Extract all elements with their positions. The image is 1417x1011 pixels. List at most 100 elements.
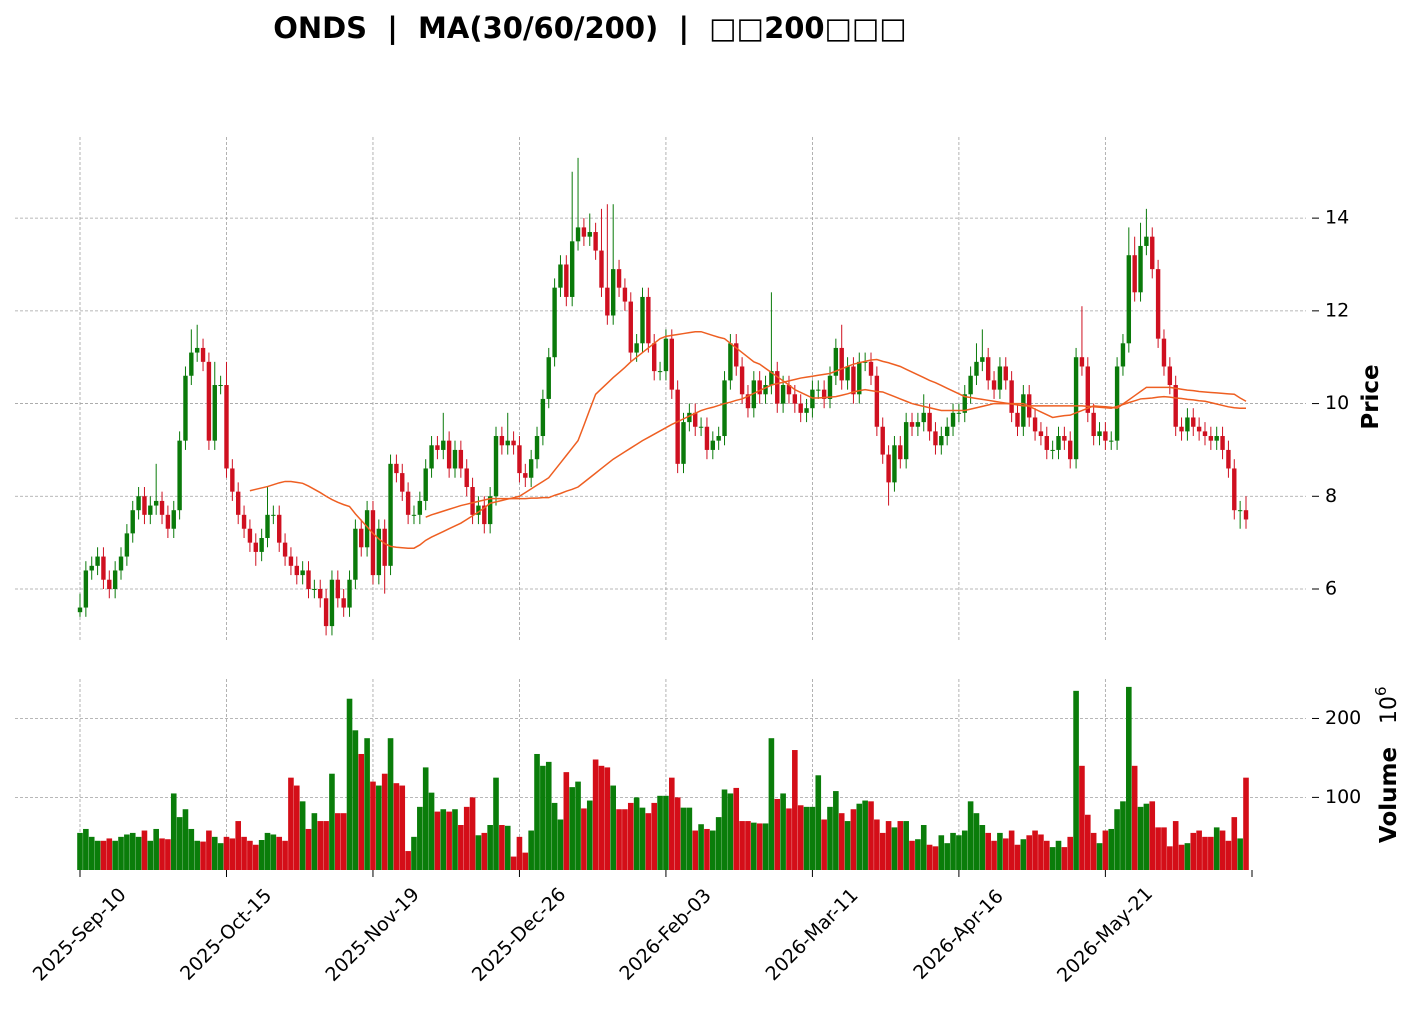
volume-bar bbox=[838, 813, 845, 870]
volume-bar bbox=[639, 807, 646, 870]
candle-body bbox=[394, 463, 399, 474]
candle-body bbox=[1191, 417, 1196, 427]
candle-body bbox=[183, 375, 188, 441]
candle-body bbox=[359, 528, 364, 548]
candle-body bbox=[950, 412, 956, 427]
volume-bar bbox=[458, 825, 464, 870]
volume-bar bbox=[856, 803, 863, 870]
candle-body bbox=[1196, 426, 1202, 432]
axis-offset: 106 bbox=[1372, 686, 1402, 724]
volume-bar bbox=[1020, 839, 1027, 870]
volume-bar bbox=[551, 802, 558, 870]
candle-body bbox=[200, 347, 206, 362]
x-tick-label: 2026-Apr-16 bbox=[909, 885, 1008, 984]
volume-bar bbox=[797, 805, 804, 870]
candle-body bbox=[745, 394, 751, 409]
candle-body bbox=[318, 589, 323, 599]
volume-bar bbox=[299, 801, 306, 870]
volume-bar bbox=[352, 730, 359, 870]
volume-bar bbox=[1149, 801, 1156, 870]
y-axis-label: Volume bbox=[1376, 747, 1402, 843]
volume-bar bbox=[118, 836, 124, 870]
volume-bar bbox=[1161, 827, 1167, 870]
candle-body bbox=[1144, 236, 1149, 246]
volume-bar bbox=[627, 802, 634, 870]
volume-bar bbox=[721, 789, 728, 870]
volume-bar bbox=[997, 832, 1003, 870]
candle-body bbox=[400, 473, 405, 492]
y-tick-label: 8 bbox=[1325, 485, 1337, 507]
volume-bar bbox=[487, 825, 493, 870]
volume-bar bbox=[293, 785, 300, 870]
candle-body bbox=[804, 408, 809, 413]
x-tick-label: 2026-Mar-11 bbox=[762, 884, 863, 985]
candle-body bbox=[253, 542, 258, 552]
candle-body bbox=[915, 422, 921, 427]
candle-body bbox=[997, 366, 1003, 390]
volume-bar bbox=[1038, 834, 1044, 870]
volume-bar bbox=[1108, 828, 1115, 870]
volume-bar bbox=[1061, 847, 1068, 870]
candle-body bbox=[1185, 417, 1190, 432]
candle-body bbox=[763, 385, 768, 395]
candle-body bbox=[769, 371, 774, 386]
x-tick-label: 2025-Nov-19 bbox=[321, 883, 423, 985]
candle-body bbox=[693, 412, 698, 427]
volume-bar bbox=[557, 819, 564, 870]
candle-body bbox=[892, 445, 897, 483]
volume-bar bbox=[751, 822, 757, 870]
volume-bar bbox=[680, 807, 687, 870]
candle-body bbox=[722, 380, 727, 437]
candle-body bbox=[306, 570, 311, 590]
candle-body bbox=[564, 264, 569, 297]
volume-bar bbox=[1014, 844, 1021, 870]
candle-body bbox=[1085, 366, 1090, 413]
candle-body bbox=[435, 445, 440, 450]
candle-body bbox=[230, 468, 235, 492]
volume-bar bbox=[370, 781, 376, 870]
candle-body bbox=[1009, 380, 1014, 413]
candle-body bbox=[610, 269, 616, 316]
candle-body bbox=[236, 491, 241, 515]
candle-body bbox=[517, 445, 522, 474]
volume-bar bbox=[686, 807, 693, 870]
candle-body bbox=[364, 510, 370, 548]
candle-body bbox=[142, 496, 147, 515]
candle-body bbox=[974, 361, 979, 376]
candle-body bbox=[605, 287, 610, 316]
volume-bar bbox=[569, 787, 575, 870]
candle-body bbox=[224, 385, 229, 469]
volume-bar bbox=[692, 830, 699, 870]
candle-body bbox=[1038, 431, 1044, 437]
volume-bar bbox=[915, 839, 921, 870]
volume-bar bbox=[504, 825, 511, 870]
candle-body bbox=[1150, 236, 1155, 270]
volume-bar bbox=[124, 834, 130, 870]
volume-bar bbox=[217, 843, 224, 870]
volume-bar bbox=[961, 830, 968, 870]
volume-bar bbox=[77, 832, 83, 870]
volume-bar bbox=[223, 836, 230, 870]
candle-body bbox=[540, 398, 546, 437]
volume-bar bbox=[850, 809, 857, 870]
candle-body bbox=[663, 338, 669, 372]
volume-bar bbox=[645, 813, 652, 870]
volume-bar bbox=[698, 824, 704, 870]
candle-body bbox=[968, 375, 973, 395]
volume-bar bbox=[100, 840, 107, 870]
volume-bar bbox=[786, 808, 792, 870]
volume-bar bbox=[1055, 840, 1062, 870]
volume-bar bbox=[358, 753, 365, 870]
volume-bar bbox=[704, 828, 710, 870]
volume-bar bbox=[1032, 830, 1038, 870]
volume-bar bbox=[182, 809, 189, 870]
volume-bar bbox=[803, 806, 810, 870]
volume-bar bbox=[868, 801, 874, 870]
volume-bar bbox=[317, 821, 324, 870]
candle-body bbox=[652, 343, 657, 372]
volume-bar bbox=[768, 738, 775, 870]
volume-bar bbox=[469, 797, 476, 870]
candle-body bbox=[1062, 436, 1067, 441]
candle-body bbox=[944, 426, 950, 437]
candle-body bbox=[640, 296, 645, 344]
